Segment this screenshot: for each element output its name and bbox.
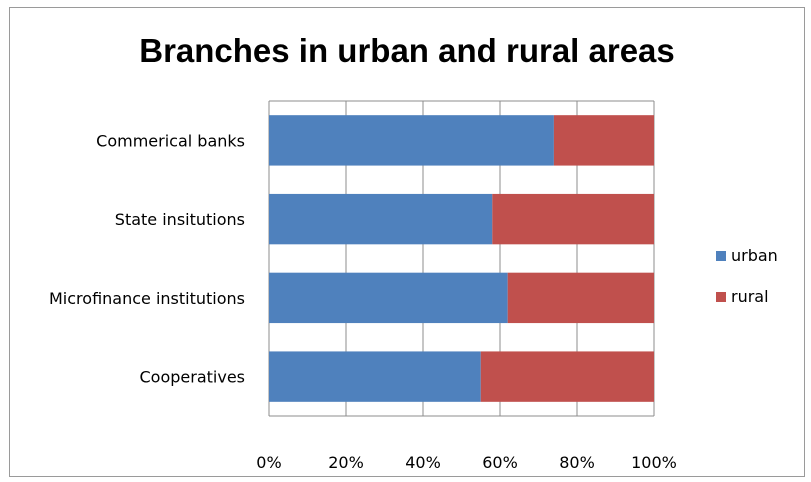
bar-rural xyxy=(492,193,654,245)
x-tick-label: 20% xyxy=(328,453,364,472)
x-tick-label: 40% xyxy=(405,453,441,472)
legend-label-urban: urban xyxy=(731,246,778,265)
bar-urban xyxy=(269,272,508,324)
category-label: Cooperatives xyxy=(140,368,246,387)
legend-swatch-rural xyxy=(716,292,726,302)
bar-urban xyxy=(269,193,493,245)
x-tick-label: 0% xyxy=(256,453,281,472)
bar-rural xyxy=(480,351,654,402)
bar-urban xyxy=(269,351,481,402)
legend-label-rural: rural xyxy=(731,287,769,306)
legend-swatch-urban xyxy=(716,251,726,261)
x-tick-label: 100% xyxy=(631,453,677,472)
category-label: Microfinance institutions xyxy=(49,289,245,308)
x-tick-label: 60% xyxy=(482,453,518,472)
chart-title: Branches in urban and rural areas xyxy=(139,32,675,69)
bar-urban xyxy=(269,115,554,166)
x-tick-label: 80% xyxy=(559,453,595,472)
bar-rural xyxy=(553,115,654,166)
bar-rural xyxy=(507,272,654,324)
bars xyxy=(269,115,654,402)
x-tick-labels: 0% 20% 40% 60% 80% 100% xyxy=(256,453,677,472)
legend: urban rural xyxy=(716,246,778,306)
category-label: Commerical banks xyxy=(96,131,245,150)
category-labels: Commerical banks State insitutions Microfi… xyxy=(49,131,245,386)
category-label: State insitutions xyxy=(115,210,245,229)
